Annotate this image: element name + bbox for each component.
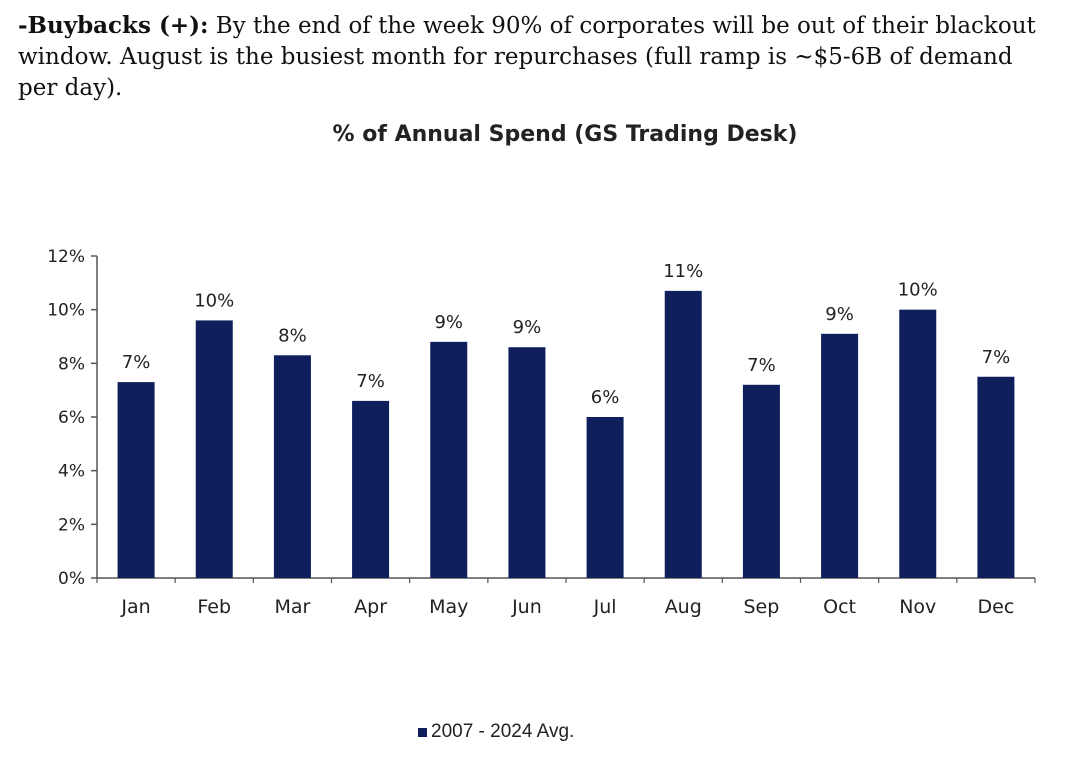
category-label: Mar <box>274 596 310 618</box>
data-label: 6% <box>591 387 620 408</box>
intro-lead: -Buybacks (+): <box>18 12 209 39</box>
bar-apr <box>352 400 390 578</box>
chart-legend: 2007 - 2024 Avg. <box>418 721 574 743</box>
y-tick-label: 2% <box>58 515 85 535</box>
data-label: 7% <box>356 371 385 392</box>
category-label: Apr <box>354 596 387 618</box>
category-label: Feb <box>197 596 231 618</box>
y-tick-label: 8% <box>58 354 85 374</box>
bar-nov <box>899 309 937 578</box>
bar-may <box>430 341 468 578</box>
y-tick-label: 12% <box>47 247 85 267</box>
y-tick-label: 4% <box>58 462 85 482</box>
data-label: 10% <box>898 280 938 301</box>
intro-text: By the end of the week 90% of corporates… <box>18 13 1036 101</box>
chart-title: % of Annual Spend (GS Trading Desk) <box>332 122 798 147</box>
category-label: Jun <box>511 596 542 618</box>
category-label: May <box>429 596 468 618</box>
y-tick-label: 10% <box>47 301 85 321</box>
data-label: 11% <box>663 261 703 282</box>
data-label: 7% <box>982 347 1011 368</box>
data-label: 7% <box>747 355 776 376</box>
data-label: 9% <box>825 304 854 325</box>
data-label: 9% <box>434 312 463 333</box>
category-label: Nov <box>899 596 936 618</box>
legend-swatch <box>418 727 427 737</box>
bar-jul <box>586 417 624 578</box>
y-tick-label: 6% <box>58 408 85 428</box>
bar-sep <box>742 384 780 578</box>
legend-label: 2007 - 2024 Avg. <box>431 721 575 742</box>
data-label: 8% <box>278 325 307 346</box>
bar-jun <box>508 347 546 578</box>
category-label: Sep <box>744 596 780 618</box>
y-tick-label: 0% <box>58 569 85 589</box>
bar-feb <box>195 320 233 578</box>
category-label: Dec <box>978 596 1015 618</box>
bar-oct <box>821 333 859 578</box>
data-label: 9% <box>513 317 542 338</box>
category-label: Jul <box>593 596 617 618</box>
intro-paragraph: -Buybacks (+): By the end of the week 90… <box>18 10 1048 104</box>
category-label: Jan <box>120 596 150 618</box>
bar-mar <box>273 355 311 578</box>
data-label: 7% <box>122 352 151 373</box>
bar-dec <box>977 376 1015 578</box>
bar-aug <box>664 290 702 578</box>
category-label: Aug <box>665 596 702 618</box>
data-label: 10% <box>194 290 234 311</box>
bar-chart: 0% 2% 4% 6% 8% 10% 12% 7% Jan 10% Feb 8% Mar 7% Apr 9% M… <box>47 247 1036 618</box>
category-label: Oct <box>823 596 856 618</box>
bar-jan <box>117 382 155 578</box>
